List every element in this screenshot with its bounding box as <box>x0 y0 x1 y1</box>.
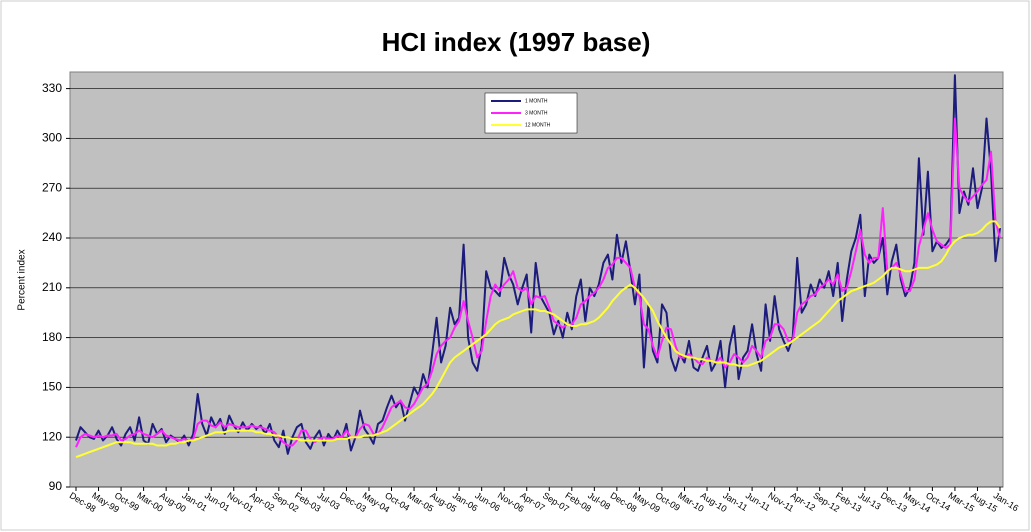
y-tick-label: 270 <box>42 180 62 194</box>
y-tick-label: 150 <box>42 380 62 394</box>
line-series <box>75 220 1001 459</box>
legend-label: 3 MONTH <box>525 110 548 116</box>
y-tick-label: 90 <box>49 479 63 493</box>
y-axis-label: Percent index <box>17 249 28 310</box>
chart-title: HCI index (1997 base) <box>382 27 651 57</box>
line-series <box>75 117 1001 448</box>
line-series <box>75 74 1001 455</box>
legend-label: 12 MONTH <box>525 122 551 128</box>
y-tick-label: 330 <box>42 81 62 95</box>
y-tick-label: 210 <box>42 280 62 294</box>
y-tick-label: 180 <box>42 330 62 344</box>
y-tick-label: 240 <box>42 230 62 244</box>
y-tick-label: 300 <box>42 131 62 145</box>
y-tick-label: 120 <box>42 429 62 443</box>
legend-label: 1 MONTH <box>525 98 548 104</box>
